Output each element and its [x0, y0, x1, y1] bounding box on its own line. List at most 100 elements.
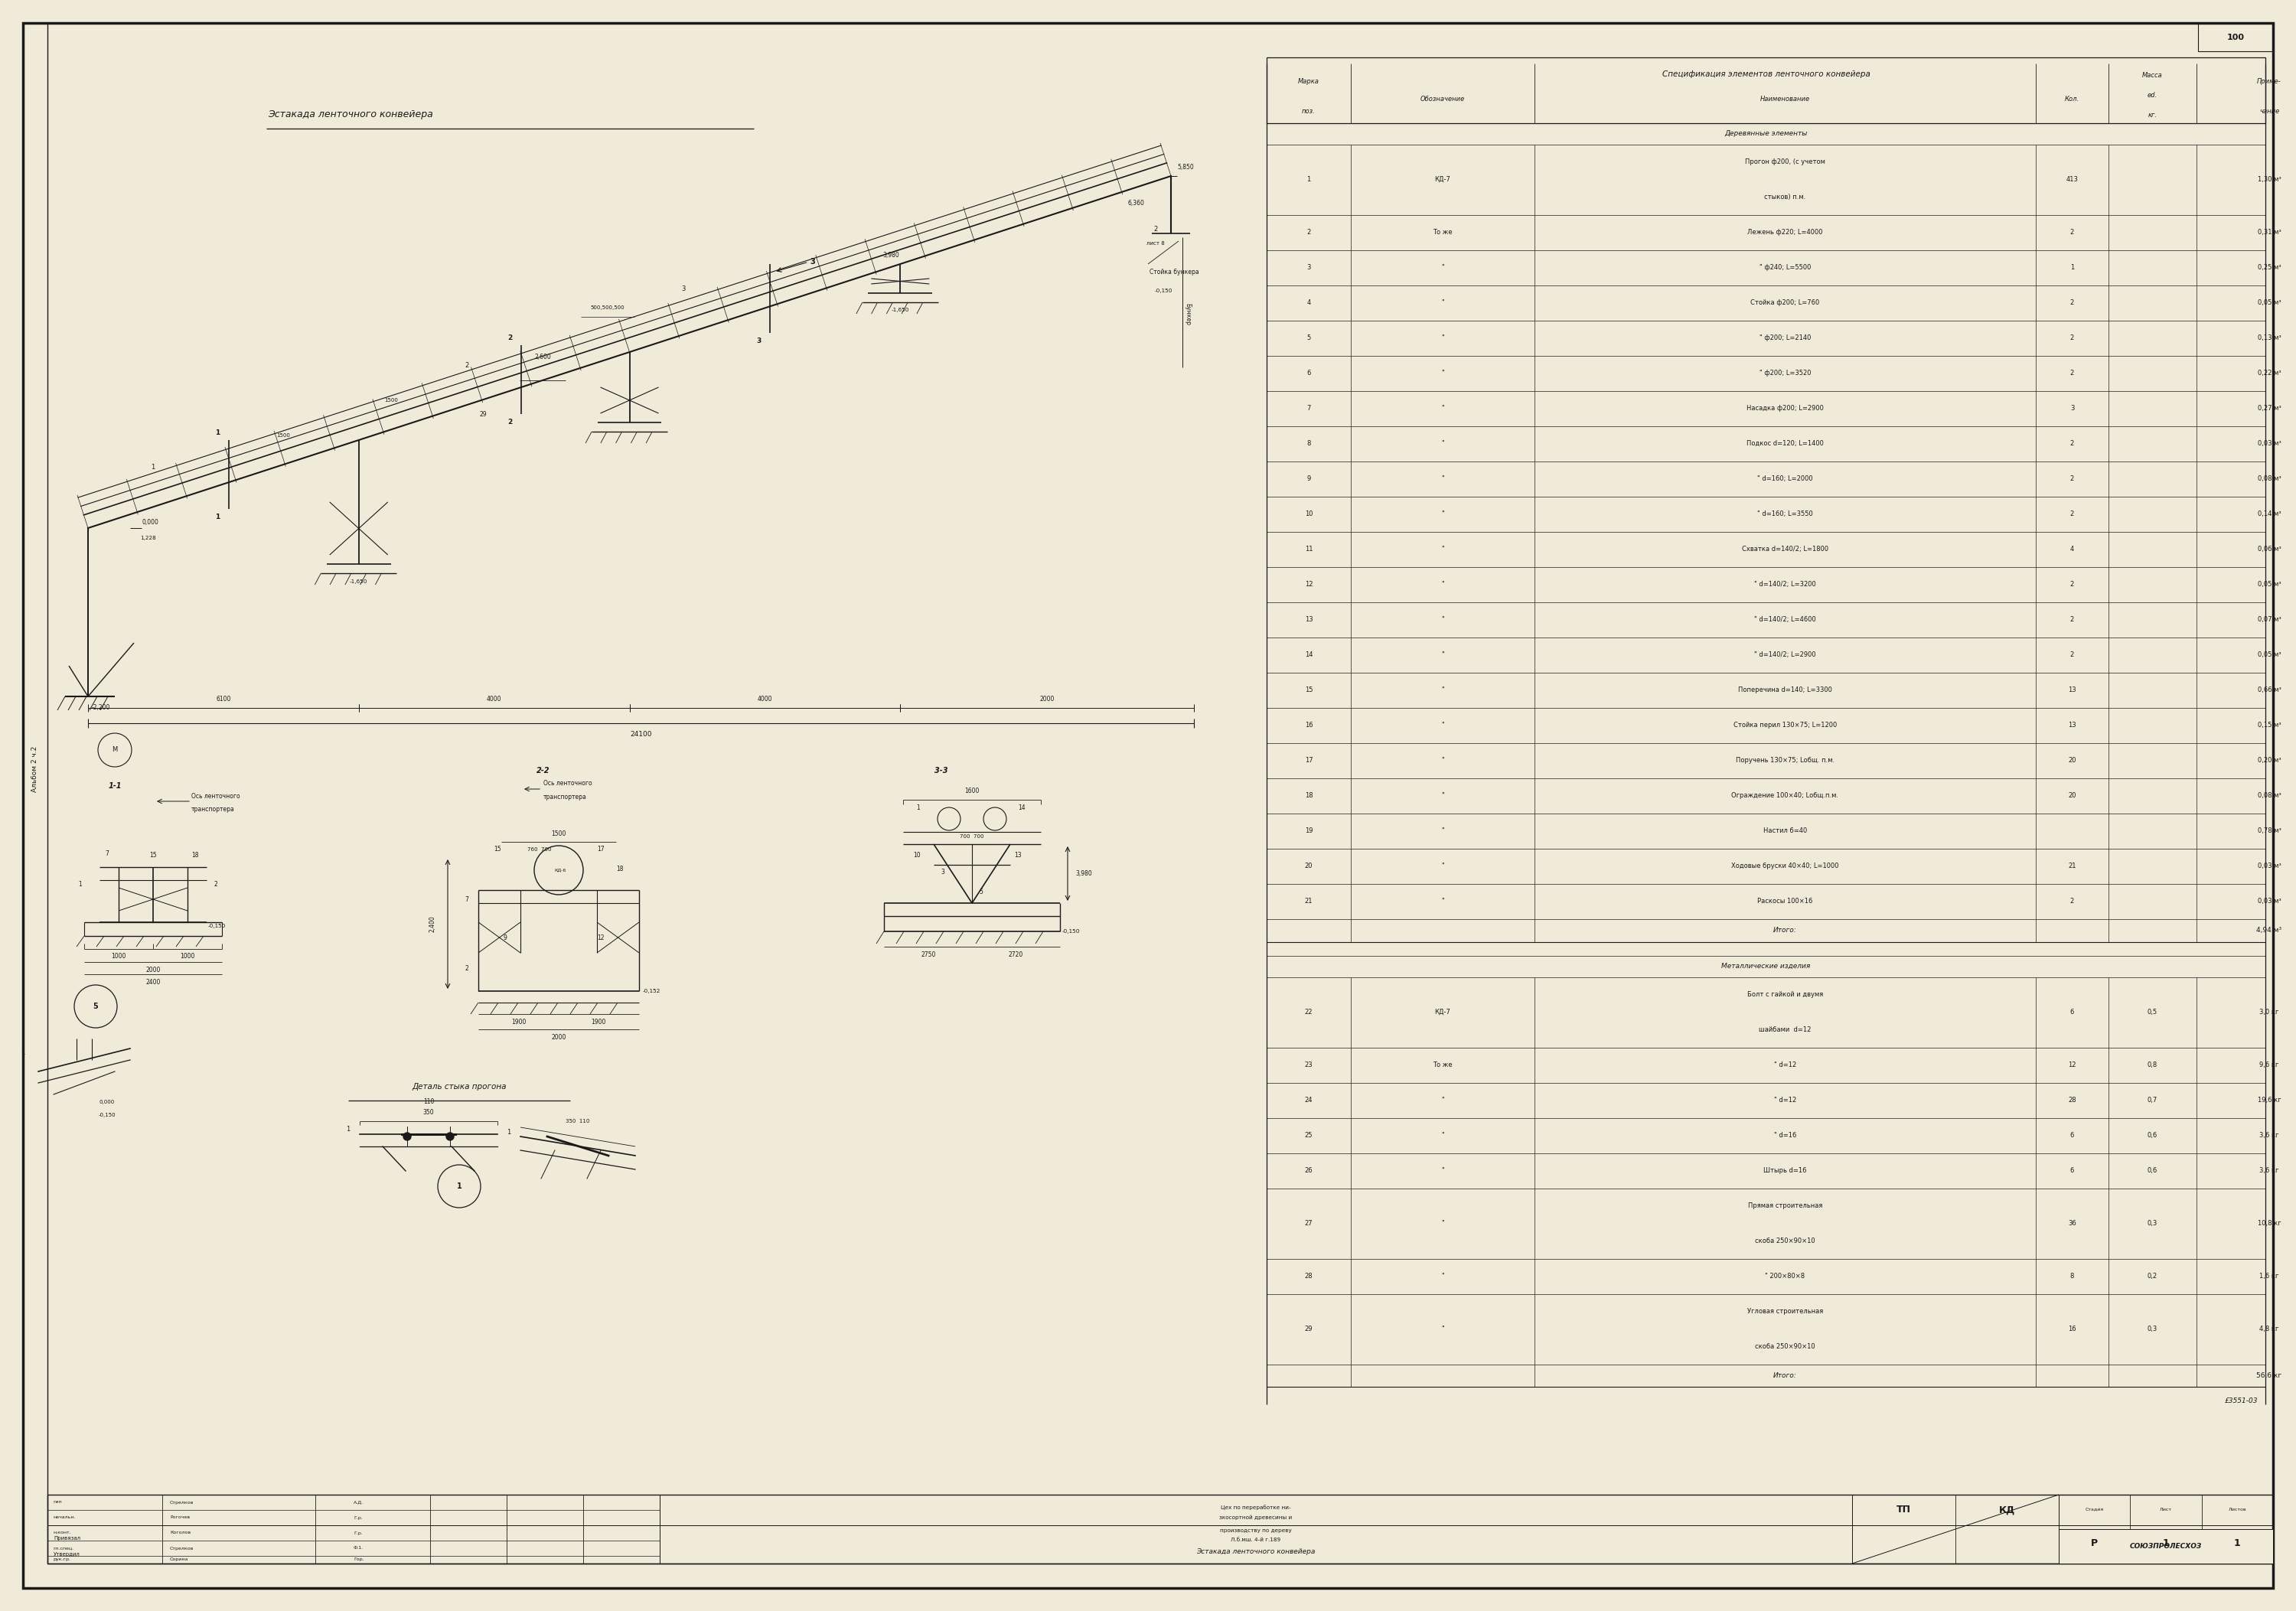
- Text: гип: гип: [53, 1500, 62, 1505]
- Text: Штырь d=16: Штырь d=16: [1763, 1166, 1807, 1174]
- Text: 1: 1: [216, 429, 220, 437]
- Text: 2: 2: [2071, 897, 2073, 905]
- Text: 1000: 1000: [110, 954, 126, 960]
- Text: ": ": [1442, 828, 1444, 834]
- Text: " d=12: " d=12: [1775, 1097, 1795, 1104]
- Text: Спецификация элементов ленточного конвейера: Спецификация элементов ленточного конвей…: [1662, 71, 1869, 77]
- Text: 350: 350: [422, 1108, 434, 1115]
- Text: 13: 13: [1015, 852, 1022, 859]
- Text: Стрелков: Стрелков: [170, 1547, 193, 1550]
- Text: транспортера: транспортера: [544, 793, 588, 801]
- Text: 2: 2: [2071, 651, 2073, 659]
- Text: Альбом 2 ч.2: Альбом 2 ч.2: [32, 746, 39, 793]
- Text: 18: 18: [191, 852, 200, 859]
- Text: 16: 16: [1304, 722, 1313, 728]
- Text: 15: 15: [494, 846, 501, 852]
- Text: 4: 4: [2071, 546, 2073, 553]
- Text: 14: 14: [1017, 804, 1026, 810]
- Text: КД: КД: [2000, 1505, 2016, 1514]
- Text: М: М: [113, 746, 117, 754]
- Text: Р: Р: [2092, 1539, 2099, 1548]
- Text: Эстакада ленточного конвейера: Эстакада ленточного конвейера: [269, 110, 434, 119]
- Text: 1: 1: [457, 1182, 461, 1191]
- Text: 1: 1: [347, 1126, 351, 1133]
- Text: зкосортной древесины и: зкосортной древесины и: [1219, 1514, 1293, 1521]
- Text: 0,3: 0,3: [2147, 1220, 2158, 1228]
- Text: 28: 28: [2069, 1097, 2076, 1104]
- Text: 1000: 1000: [179, 954, 195, 960]
- Text: скоба 250×90×10: скоба 250×90×10: [1754, 1237, 1816, 1244]
- Text: 2: 2: [2071, 475, 2073, 482]
- Text: СОЮЗПРОЛЕСХОЗ: СОЮЗПРОЛЕСХОЗ: [2131, 1543, 2202, 1550]
- Text: 0,03 м³: 0,03 м³: [2257, 897, 2280, 905]
- Text: 0,15 м³: 0,15 м³: [2257, 722, 2280, 728]
- Text: " ф200; L=3520: " ф200; L=3520: [1759, 371, 1812, 377]
- Text: Настил б=40: Настил б=40: [1763, 828, 1807, 834]
- Text: Стойка ф200; L=760: Стойка ф200; L=760: [1750, 300, 1821, 306]
- Text: ": ": [1442, 686, 1444, 693]
- Text: 1: 1: [216, 514, 220, 520]
- Text: 28: 28: [1304, 1273, 1313, 1279]
- Text: 13: 13: [1304, 615, 1313, 623]
- Text: Ходовые бруски 40×40; L=1000: Ходовые бруски 40×40; L=1000: [1731, 862, 1839, 870]
- Text: Цех по переработке ни-: Цех по переработке ни-: [1221, 1505, 1290, 1511]
- Text: Поручень 130×75; Lобщ. п.м.: Поручень 130×75; Lобщ. п.м.: [1736, 757, 1835, 764]
- Text: ": ": [1442, 1166, 1444, 1174]
- Text: 4000: 4000: [758, 696, 771, 702]
- Text: 6: 6: [1306, 371, 1311, 377]
- Text: 2750: 2750: [921, 950, 937, 959]
- Text: 2000: 2000: [551, 1034, 567, 1041]
- Text: То же: То же: [1433, 1062, 1453, 1068]
- Text: ": ": [1442, 546, 1444, 553]
- Text: КД-7: КД-7: [1435, 176, 1451, 184]
- Text: 1600: 1600: [964, 788, 980, 794]
- Text: гл.спец.: гл.спец.: [53, 1547, 73, 1550]
- Text: 1: 1: [1306, 176, 1311, 184]
- Text: 0,06 м³: 0,06 м³: [2257, 546, 2280, 553]
- Text: 0,08 м³: 0,08 м³: [2257, 475, 2280, 482]
- Text: Гор.: Гор.: [354, 1558, 365, 1561]
- Text: 1,6 кг: 1,6 кг: [2259, 1273, 2280, 1279]
- Text: ": ": [1442, 1326, 1444, 1332]
- Text: 0,20 м³: 0,20 м³: [2257, 757, 2280, 764]
- Text: 3-3: 3-3: [934, 767, 948, 775]
- Text: ": ": [1442, 335, 1444, 342]
- Text: 0,8: 0,8: [2147, 1062, 2158, 1068]
- Text: 29: 29: [480, 411, 487, 417]
- Text: 3,0 кг: 3,0 кг: [2259, 1008, 2280, 1015]
- Text: 15: 15: [149, 852, 156, 859]
- Text: 1: 1: [2234, 1539, 2241, 1548]
- Text: 9: 9: [503, 934, 507, 941]
- Text: 0,05 м³: 0,05 м³: [2257, 300, 2280, 306]
- Text: 2: 2: [1153, 226, 1157, 234]
- Text: 0,08 м³: 0,08 м³: [2257, 793, 2280, 799]
- Text: " 200×80×8: " 200×80×8: [1766, 1273, 1805, 1279]
- Text: 2: 2: [507, 333, 512, 342]
- Text: Г.р.: Г.р.: [354, 1516, 363, 1519]
- Text: 36: 36: [2069, 1220, 2076, 1228]
- Text: 4,8 кг: 4,8 кг: [2259, 1326, 2280, 1332]
- Text: шайбами  d=12: шайбами d=12: [1759, 1026, 1812, 1033]
- Text: Лежень ф220; L=4000: Лежень ф220; L=4000: [1747, 229, 1823, 235]
- Text: Прямая строительная: Прямая строительная: [1747, 1202, 1823, 1210]
- Text: 1500: 1500: [276, 433, 289, 438]
- Text: Стойка перил 130×75; L=1200: Стойка перил 130×75; L=1200: [1733, 722, 1837, 728]
- Text: £3551-03: £3551-03: [2225, 1398, 2257, 1405]
- Text: 0,78 м³: 0,78 м³: [2257, 828, 2280, 834]
- Text: 4: 4: [1306, 300, 1311, 306]
- Text: Ось ленточного: Ось ленточного: [191, 793, 241, 799]
- Text: " d=140/2; L=3200: " d=140/2; L=3200: [1754, 582, 1816, 588]
- Bar: [48, 1495, 2273, 1564]
- Text: 0,05 м³: 0,05 м³: [2257, 582, 2280, 588]
- Text: 5,850: 5,850: [1178, 163, 1194, 171]
- Text: -0,150: -0,150: [99, 1113, 115, 1118]
- Text: 18: 18: [615, 865, 625, 872]
- Text: ": ": [1442, 264, 1444, 271]
- Text: Бункер: Бункер: [1185, 303, 1192, 325]
- Text: 13: 13: [2069, 686, 2076, 693]
- Text: Болт с гайкой и двумя: Болт с гайкой и двумя: [1747, 991, 1823, 997]
- Text: 7: 7: [1306, 404, 1311, 412]
- Text: Угловая строительная: Угловая строительная: [1747, 1308, 1823, 1315]
- Text: 15: 15: [1304, 686, 1313, 693]
- Text: ": ": [1442, 475, 1444, 482]
